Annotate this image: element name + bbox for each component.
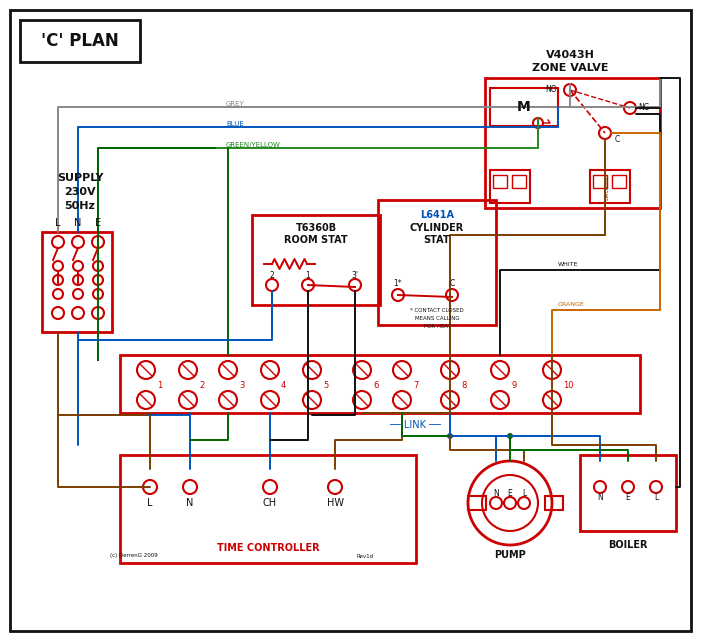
Text: L: L [654,494,658,503]
Bar [590,170,630,203]
Text: PUMP: PUMP [494,550,526,560]
Bar [120,455,416,563]
Text: 9: 9 [511,381,516,390]
Text: 2: 2 [199,381,204,390]
Text: (c) DerrenG 2009: (c) DerrenG 2009 [110,553,158,558]
Text: 3': 3' [352,271,359,279]
Text: * CONTACT CLOSED: * CONTACT CLOSED [410,308,464,313]
Text: GREEN/YELLOW: GREEN/YELLOW [226,142,281,148]
Bar [20,20,140,62]
Bar [512,175,526,188]
Text: E: E [625,494,630,503]
Text: WHITE: WHITE [558,263,578,267]
Text: E: E [95,218,101,228]
Text: BROWN: BROWN [604,176,609,200]
Text: E: E [508,488,512,497]
Text: ZONE VALVE: ZONE VALVE [531,63,608,73]
Bar [612,175,626,188]
Text: MEANS CALLING: MEANS CALLING [415,315,459,320]
Text: NO: NO [545,85,557,94]
Bar [120,355,640,413]
Text: 'C' PLAN: 'C' PLAN [41,32,119,50]
Text: NC: NC [638,103,649,113]
Text: HW: HW [326,498,343,508]
Text: TIME CONTROLLER: TIME CONTROLLER [217,543,319,553]
Text: ── LINK ──: ── LINK ── [389,420,441,430]
Text: 5: 5 [323,381,329,390]
Text: 6: 6 [373,381,378,390]
Text: N: N [597,494,603,503]
Text: 1: 1 [157,381,162,390]
Text: 3: 3 [239,381,244,390]
Text: 230V: 230V [64,187,95,197]
Bar [378,200,496,325]
Bar [493,175,507,188]
Circle shape [507,433,513,439]
Bar [42,232,112,332]
Text: 8: 8 [461,381,466,390]
Text: C: C [449,279,455,288]
Bar [468,496,486,510]
Text: L: L [522,488,526,497]
Text: Rev1d: Rev1d [357,553,374,558]
Text: C: C [615,135,621,144]
Text: 50Hz: 50Hz [65,201,95,211]
Text: FOR HEAT: FOR HEAT [423,324,451,328]
Text: CH: CH [263,498,277,508]
Bar [593,175,607,188]
Text: GREY: GREY [226,101,245,107]
Bar [580,455,676,531]
Bar [545,496,563,510]
Text: STAT: STAT [424,235,450,245]
Text: L: L [147,498,153,508]
Text: T6360B: T6360B [296,223,336,233]
Text: ROOM STAT: ROOM STAT [284,235,347,245]
Text: CYLINDER: CYLINDER [410,223,464,233]
Bar [490,170,530,203]
Text: 2: 2 [270,271,274,279]
Text: 1*: 1* [394,279,402,288]
Text: ORANGE: ORANGE [558,303,585,308]
Text: SUPPLY: SUPPLY [57,173,103,183]
Text: N: N [186,498,194,508]
Bar [252,215,380,305]
Text: 1: 1 [305,271,310,279]
Text: N: N [74,218,81,228]
Text: L641A: L641A [420,210,454,220]
Text: BLUE: BLUE [226,121,244,127]
Text: BOILER: BOILER [608,540,648,550]
Text: N: N [493,488,499,497]
Text: V4043H: V4043H [545,50,595,60]
Text: 10: 10 [563,381,574,390]
Text: M: M [517,100,531,114]
Bar [490,88,558,126]
Text: 7: 7 [413,381,418,390]
Text: 4: 4 [281,381,286,390]
Text: L: L [55,218,61,228]
Circle shape [447,433,453,439]
Bar [485,78,660,208]
